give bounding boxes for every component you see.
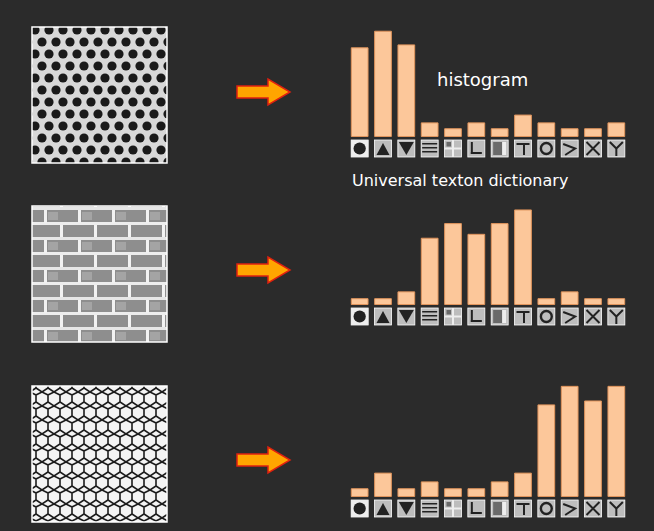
svg-text:Universal texton dictionary: Universal texton dictionary [352,171,568,190]
svg-text:histogram: histogram [437,69,528,90]
